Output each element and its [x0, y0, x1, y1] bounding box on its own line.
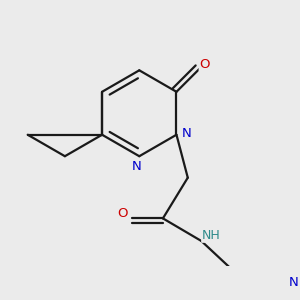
Text: N: N [289, 276, 298, 289]
Text: N: N [132, 160, 142, 173]
Text: O: O [200, 58, 210, 71]
Text: NH: NH [202, 229, 221, 242]
Text: N: N [182, 127, 191, 140]
Text: O: O [118, 207, 128, 220]
